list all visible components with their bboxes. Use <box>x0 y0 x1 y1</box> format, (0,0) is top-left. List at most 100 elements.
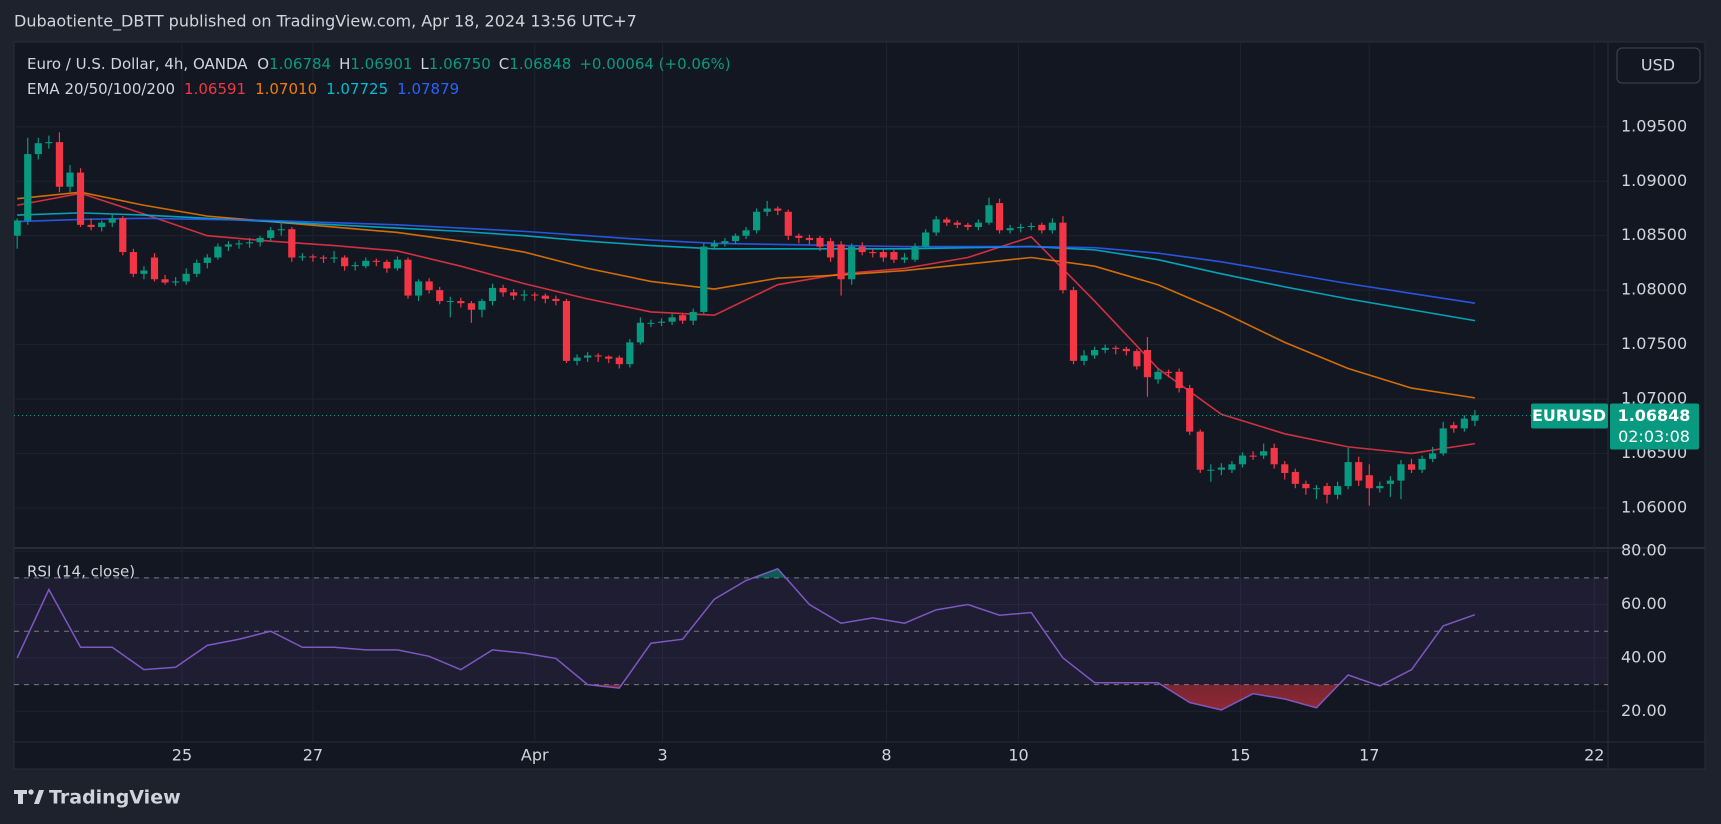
symbol-tag <box>1531 403 1608 429</box>
candle-body <box>900 257 909 260</box>
candle-body <box>1270 447 1278 465</box>
price-pane <box>14 132 1608 506</box>
candle-body <box>1101 347 1109 351</box>
indicator-value: 1.07879 <box>397 80 459 98</box>
candle-body <box>372 260 380 262</box>
candle-body <box>679 315 687 321</box>
candle-body <box>256 237 264 243</box>
rsi-tick-label: 20.00 <box>1621 701 1667 720</box>
candle-body <box>436 290 444 302</box>
candle-body <box>140 270 148 274</box>
brand-name: TradingView <box>49 787 181 809</box>
symbol-readout: Euro / U.S. Dollar, 4h, OANDA O1.06784 H1.… <box>27 55 731 73</box>
candle-body <box>1471 415 1479 421</box>
candle-body <box>277 229 285 231</box>
y-tick-label: 1.08000 <box>1621 280 1687 299</box>
candle-body <box>1260 451 1268 456</box>
candle-body <box>161 279 169 283</box>
candle-body <box>700 246 708 312</box>
price-tag-countdown: 02:03:08 <box>1618 427 1690 446</box>
candle-body <box>298 256 306 258</box>
candle-body <box>911 246 919 260</box>
candle-body <box>87 224 95 228</box>
candle-body <box>995 203 1004 231</box>
grid <box>14 42 1608 742</box>
candle-body <box>879 252 887 258</box>
rsi-tick-label: 60.00 <box>1621 594 1667 613</box>
candle-body <box>837 244 845 280</box>
candle-body <box>520 294 528 296</box>
candle-body <box>98 222 106 228</box>
candle-body <box>1112 347 1120 349</box>
candle-body <box>615 357 623 365</box>
y-tick-label: 1.07500 <box>1621 334 1687 353</box>
currency-button-label[interactable]: USD <box>1641 56 1675 75</box>
candle-body <box>731 235 740 242</box>
symbol-title: Euro / U.S. Dollar, 4h, OANDA <box>27 55 248 73</box>
y-tick-label: 1.07000 <box>1621 388 1687 407</box>
rsi-tick-label: 40.00 <box>1621 647 1667 666</box>
candle-body <box>1122 348 1130 352</box>
x-tick-label: 10 <box>1008 746 1028 765</box>
indicator-name: EMA 20/50/100/200 <box>27 80 175 98</box>
readout-value: 1.06848 <box>509 55 571 73</box>
x-tick-label: 22 <box>1584 746 1604 765</box>
candle-body <box>1143 350 1152 378</box>
candle-body <box>1228 464 1236 470</box>
candle-body <box>1376 486 1384 489</box>
candle-body <box>14 220 21 236</box>
candle-body <box>1133 351 1141 367</box>
candle-body <box>848 246 856 280</box>
candle-body <box>24 154 32 221</box>
currency-button[interactable] <box>1616 47 1701 84</box>
symbol-tag-label: EURUSD <box>1532 406 1606 425</box>
candle-body <box>1323 486 1331 495</box>
candle-body <box>1175 371 1183 389</box>
candle-body <box>457 301 465 304</box>
tradingview-logo <box>14 789 44 804</box>
candle-body <box>689 311 697 321</box>
candle-body <box>531 294 539 296</box>
candle-body <box>499 287 507 293</box>
logo-slash <box>34 790 44 804</box>
candle-body <box>922 232 930 247</box>
logo-dot <box>28 789 34 795</box>
x-tick-label: 15 <box>1230 746 1250 765</box>
rsi-line <box>16 567 1476 711</box>
candle-body <box>573 357 581 361</box>
candle-body <box>383 261 391 269</box>
labels: 25 27 Apr 3 8 10 15 17 221.060001.065001.070001.… <box>27 55 1699 765</box>
candle-body <box>1281 464 1289 473</box>
publisher-line: Dubaotiente_DBTT published on TradingVie… <box>14 12 637 32</box>
ema-line <box>17 217 1476 304</box>
candle-body <box>721 241 729 244</box>
candle-body <box>478 301 486 310</box>
candle-body <box>1407 464 1416 470</box>
candle-body <box>510 292 518 296</box>
candle-body <box>594 355 602 357</box>
candle-body <box>1312 488 1321 490</box>
indicator-value: 1.07010 <box>255 80 317 98</box>
candle-body <box>816 237 824 247</box>
candle-body <box>351 265 359 267</box>
x-tick-label: Apr <box>521 746 549 765</box>
candle-body <box>1460 418 1468 429</box>
candle-body <box>805 237 814 241</box>
candle-body <box>784 211 792 236</box>
rsi-band-fill <box>14 577 1608 685</box>
x-tick-label: 17 <box>1359 746 1379 765</box>
candle-body <box>826 241 835 258</box>
candle-body <box>76 172 85 225</box>
candle-body <box>710 243 718 247</box>
readout-label: O <box>257 55 269 73</box>
candle-body <box>119 218 127 253</box>
candle-body <box>341 257 349 267</box>
candle-body <box>1397 464 1405 481</box>
candle-body <box>267 230 275 238</box>
candle-body <box>45 142 53 144</box>
candle-body <box>129 252 137 274</box>
candle-body <box>1207 469 1215 471</box>
y-tick-label: 1.06000 <box>1621 497 1687 516</box>
